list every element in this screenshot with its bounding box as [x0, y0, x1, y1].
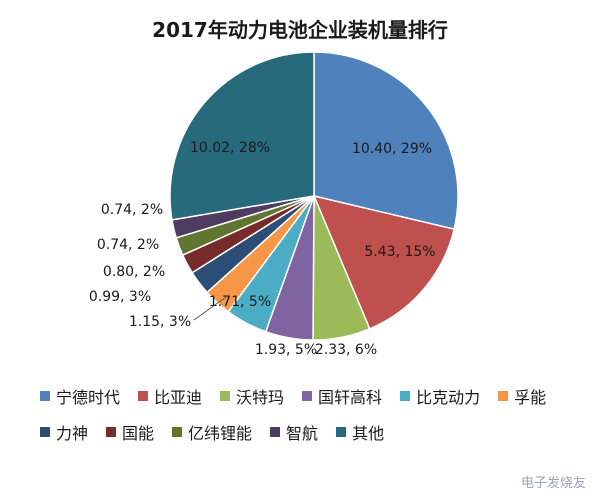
- legend-label: 智航: [286, 424, 319, 443]
- legend-label: 孚能: [514, 388, 547, 407]
- pie-slice-1: [313, 51, 459, 231]
- data-label-7: 0.99, 3%: [89, 289, 151, 305]
- legend-label: 宁德时代: [56, 388, 121, 407]
- legend-item: 智航: [270, 420, 318, 444]
- legend-item: 孚能: [498, 384, 546, 408]
- legend-swatch: [302, 391, 313, 401]
- legend-swatch: [220, 391, 231, 401]
- legend-label: 其他: [352, 424, 385, 443]
- legend-item: 宁德时代: [40, 384, 120, 408]
- legend-swatch: [270, 427, 281, 437]
- legend-item: 国轩高科: [302, 384, 382, 408]
- legend-swatch: [498, 391, 509, 401]
- legend: 宁德时代 比亚迪 沃特玛 国轩高科 比克动力 孚能力神 国能 亿纬锂能 智航 其他: [40, 378, 600, 450]
- legend-label: 国能: [122, 424, 155, 443]
- pie-chart: 10.40, 29%5.43, 15%2.33, 6%1.93, 5%1.71,…: [89, 51, 459, 358]
- legend-label: 比克动力: [416, 388, 481, 407]
- data-label-6: 1.15, 3%: [129, 314, 191, 330]
- legend-swatch: [40, 391, 50, 401]
- chart-title: 2017年动力电池企业装机量排行: [152, 18, 448, 42]
- legend-swatch: [138, 391, 149, 401]
- legend-label: 国轩高科: [318, 388, 383, 407]
- legend-swatch: [172, 427, 183, 437]
- pie-slice-11: [169, 51, 315, 221]
- legend-row-1: 宁德时代 比亚迪 沃特玛 国轩高科 比克动力 孚能: [40, 378, 600, 414]
- legend-row-2: 力神 国能 亿纬锂能 智航 其他: [40, 414, 600, 450]
- legend-swatch: [106, 427, 117, 437]
- legend-label: 亿纬锂能: [188, 424, 253, 443]
- data-label-2: 5.43, 15%: [364, 244, 435, 260]
- legend-item: 比克动力: [400, 384, 480, 408]
- legend-swatch: [336, 427, 347, 437]
- legend-item: 亿纬锂能: [172, 420, 252, 444]
- watermark: 电子发烧友: [520, 476, 586, 491]
- legend-item: 力神: [40, 420, 88, 444]
- leader-line-6: [193, 296, 227, 321]
- data-label-3: 2.33, 6%: [315, 342, 377, 358]
- data-label-8: 0.80, 2%: [103, 264, 165, 280]
- legend-label: 力神: [56, 424, 89, 443]
- legend-item: 沃特玛: [220, 384, 284, 408]
- pie-slice-2: [312, 194, 456, 330]
- legend-item: 其他: [336, 420, 384, 444]
- legend-item: 国能: [106, 420, 154, 444]
- legend-swatch: [40, 427, 50, 437]
- legend-label: 比亚迪: [154, 388, 203, 407]
- data-label-10: 0.74, 2%: [101, 202, 163, 218]
- legend-swatch: [400, 391, 411, 401]
- data-label-9: 0.74, 2%: [97, 237, 159, 253]
- legend-item: 比亚迪: [138, 384, 202, 408]
- data-label-11: 10.02, 28%: [190, 140, 270, 156]
- data-label-1: 10.40, 29%: [352, 141, 432, 157]
- legend-label: 沃特玛: [236, 388, 285, 407]
- data-label-4: 1.93, 5%: [255, 342, 317, 358]
